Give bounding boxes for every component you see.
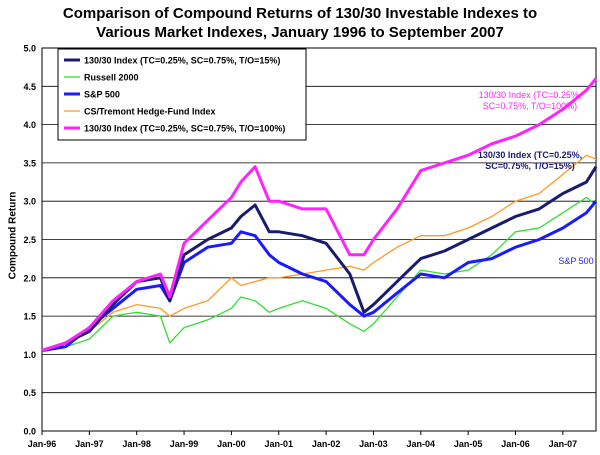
x-tick-5: Jan-01 <box>264 439 293 449</box>
x-tick-4: Jan-00 <box>217 439 246 449</box>
legend-box <box>57 48 307 141</box>
annotation-0-line2: SC=0.75%, T/O=100%) <box>483 101 577 111</box>
annotation-0-line1: 130/30 Index (TC=0.25%, <box>479 90 582 100</box>
x-tick-3: Jan-99 <box>170 439 199 449</box>
legend-label-4: 130/30 Index (TC=0.25%, SC=0.75%, T/O=10… <box>84 124 285 134</box>
x-tick-0: Jan-96 <box>28 439 57 449</box>
chart-title-line2: Various Market Indexes, January 1996 to … <box>96 24 504 41</box>
y-tick-0: 0.0 <box>23 427 36 437</box>
series-line-1 <box>41 196 597 352</box>
x-tick-6: Jan-02 <box>312 439 341 449</box>
x-tick-2: Jan-98 <box>122 439 151 449</box>
y-tick-7: 3.5 <box>23 158 36 168</box>
y-tick-6: 3.0 <box>23 197 36 207</box>
legend-label-1: Russell 2000 <box>84 73 139 83</box>
series-line-3 <box>41 154 597 352</box>
series-line-4 <box>41 77 598 353</box>
annotation-2-line1: S&P 500 <box>558 256 593 266</box>
legend-label-3: CS/Tremont Hedge-Fund Index <box>84 107 216 117</box>
x-tick-7: Jan-03 <box>359 439 388 449</box>
y-tick-2: 1.0 <box>23 350 36 360</box>
y-tick-5: 2.5 <box>23 235 36 245</box>
series-line-2 <box>41 200 598 353</box>
chart-title-line1: Comparison of Compound Returns of 130/30… <box>62 5 538 22</box>
series-line-0 <box>41 165 598 353</box>
annotation-1-line1: 130/30 Index (TC=0.25%, <box>478 150 582 160</box>
legend-label-2: S&P 500 <box>84 90 120 100</box>
y-tick-10: 5.0 <box>23 44 36 54</box>
x-tick-11: Jan-07 <box>549 439 578 449</box>
x-tick-10: Jan-06 <box>501 439 530 449</box>
y-tick-9: 4.5 <box>23 82 36 92</box>
legend-label-0: 130/30 Index (TC=0.25%, SC=0.75%, T/O=15… <box>84 56 280 66</box>
y-tick-1: 0.5 <box>23 388 36 398</box>
y-tick-8: 4.0 <box>23 120 36 130</box>
annotation-1-line2: SC=0.75%, T/O=15%) <box>485 161 575 171</box>
x-tick-8: Jan-04 <box>407 439 436 449</box>
y-tick-3: 1.5 <box>23 312 36 322</box>
x-tick-1: Jan-97 <box>75 439 104 449</box>
x-tick-9: Jan-05 <box>454 439 483 449</box>
y-tick-4: 2.0 <box>23 273 36 283</box>
